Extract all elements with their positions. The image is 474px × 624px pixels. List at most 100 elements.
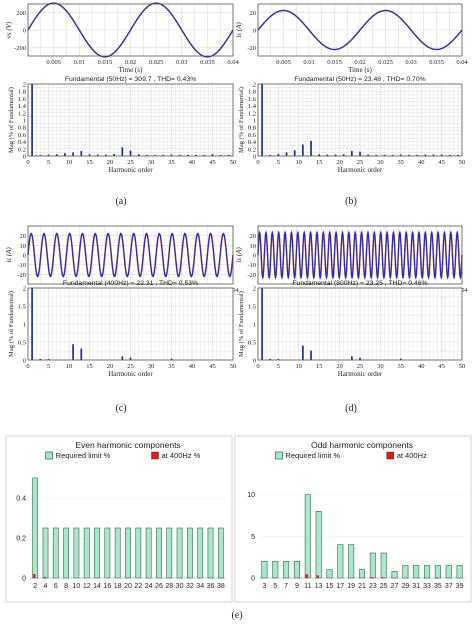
- bar-limit-h10: [73, 527, 80, 579]
- x-tick-label: 34: [196, 583, 204, 590]
- panel-label-e: (e): [231, 610, 242, 621]
- bar-limit-h11: [304, 494, 311, 579]
- x-axis-label: Time (s): [348, 66, 372, 74]
- y-tick-label: 0.6: [248, 132, 257, 139]
- x-tick-label: 4: [44, 583, 48, 590]
- y-tick-label: 2: [23, 82, 26, 89]
- bar-limit-h14: [94, 527, 100, 579]
- bar-h13: [80, 348, 83, 360]
- y-tick-label: 1.4: [248, 103, 257, 110]
- bar-h37: [178, 154, 181, 156]
- y-tick-label: 2: [23, 286, 26, 293]
- b-wave-chart: -20 0 20 0.005 0.01 0.015 0.02 0.025 0.03 0.035 0.…: [235, 3, 468, 74]
- x-tick-label: 35: [168, 159, 175, 166]
- bar-limit-h36: [207, 527, 214, 579]
- bar-h13: [80, 150, 83, 156]
- x-tick-label: 40: [418, 159, 425, 166]
- y-tick-label: 1: [253, 118, 256, 125]
- x-tick-label: 3: [262, 583, 266, 590]
- x-tick-label: 21: [358, 583, 366, 590]
- x-tick-label: 30: [377, 363, 384, 370]
- x-tick-label: 5: [277, 363, 280, 370]
- bar-h21: [113, 153, 115, 156]
- x-tick-label: 10: [296, 363, 303, 370]
- bar-h3: [39, 154, 42, 156]
- bar-measured-h4: [43, 577, 46, 578]
- x-tick-label: 37: [445, 583, 453, 590]
- x-tick-label: 18: [114, 583, 122, 590]
- plot-frame: [257, 287, 463, 361]
- series-line: [257, 230, 463, 280]
- bar-h1: [31, 288, 33, 360]
- bar-h13: [310, 140, 312, 156]
- a-wave-chart: -200 0 200 0.005 0.01 0.015 0.02 0.025 0.03 0.035…: [5, 2, 239, 74]
- legend-label-measured: at 400Hz: [397, 451, 427, 460]
- y-tick-label: 0.6: [18, 132, 27, 139]
- y-axis-label: Mag (% of Fundamental): [8, 87, 15, 153]
- x-tick-label: 15: [86, 363, 93, 370]
- plot-frame: [27, 287, 234, 361]
- x-tick-label: 50: [230, 159, 237, 166]
- chart-title: Odd harmonic components: [311, 440, 413, 450]
- x-tick-label: 0.04: [456, 59, 468, 66]
- x-tick-label: 8: [64, 583, 68, 590]
- bar-h3: [269, 154, 272, 156]
- bar-limit-h33: [424, 565, 431, 579]
- bar-limit-h34: [197, 527, 204, 579]
- bar-h41: [424, 154, 427, 156]
- bar-h23: [350, 150, 353, 156]
- bar-limit-h23: [369, 552, 376, 579]
- y-tick-label: 0.2: [16, 536, 26, 543]
- y-tick-label: 10: [247, 492, 255, 499]
- x-tick-label: 31: [412, 583, 420, 590]
- x-tick-label: 40: [189, 363, 196, 370]
- bar-h25: [129, 150, 132, 156]
- bar-limit-h38: [217, 527, 224, 579]
- x-tick-label: 20: [336, 363, 343, 370]
- legend-label-limit: Required limit %: [285, 451, 340, 460]
- bar-limit-h6: [52, 527, 59, 579]
- bar-limit-h30: [176, 527, 183, 579]
- bar-limit-h8: [63, 527, 69, 579]
- x-tick-label: 0.03: [176, 59, 187, 66]
- x-tick-label: 0.005: [276, 59, 291, 66]
- bar-h21: [342, 154, 345, 156]
- x-tick-label: 0.015: [327, 59, 342, 66]
- bar-measured-h2: [33, 574, 36, 578]
- bar-h7: [55, 154, 58, 156]
- x-axis-label: Time (s): [119, 66, 143, 74]
- x-tick-label: 5: [47, 159, 50, 166]
- bar-h39: [416, 154, 418, 156]
- bar-h45: [440, 154, 443, 156]
- bar-measured-h25: [381, 577, 384, 579]
- x-tick-label: 28: [165, 583, 173, 590]
- bar-limit-h7: [283, 561, 290, 579]
- bar-h1: [261, 288, 263, 360]
- chart-title: Fundamental (800Hz) = 23.25 , THD= 0.46%: [292, 280, 427, 287]
- x-tick-label: 0.02: [125, 59, 136, 66]
- legend-swatch-measured: [151, 451, 159, 460]
- legend-swatch-measured: [386, 451, 394, 460]
- x-tick-label: 45: [438, 363, 445, 370]
- bar-limit-h39: [456, 565, 463, 579]
- y-axis-label: is (A): [5, 247, 13, 263]
- y-tick-label: 20: [250, 233, 257, 240]
- y-axis-label: Mag (% of Fundamental): [238, 291, 245, 357]
- bar-h25: [129, 357, 132, 360]
- x-tick-label: 15: [326, 583, 334, 590]
- bar-h5: [277, 358, 280, 360]
- y-tick-label: 0: [251, 576, 255, 583]
- x-tick-label: 50: [459, 159, 466, 166]
- bar-h25: [359, 357, 361, 360]
- y-tick-label: 1: [253, 322, 256, 329]
- bar-limit-h32: [187, 527, 193, 579]
- plot-frame: [257, 83, 463, 157]
- panel-label-a: (a): [115, 196, 126, 207]
- x-tick-label: 45: [209, 159, 216, 166]
- chart-title: Even harmonic components: [75, 440, 180, 450]
- bar-h29: [146, 154, 148, 156]
- x-tick-label: 38: [217, 583, 225, 590]
- y-tick-label: 0.4: [18, 139, 27, 146]
- x-tick-label: 36: [207, 583, 215, 590]
- x-tick-label: 50: [459, 363, 466, 370]
